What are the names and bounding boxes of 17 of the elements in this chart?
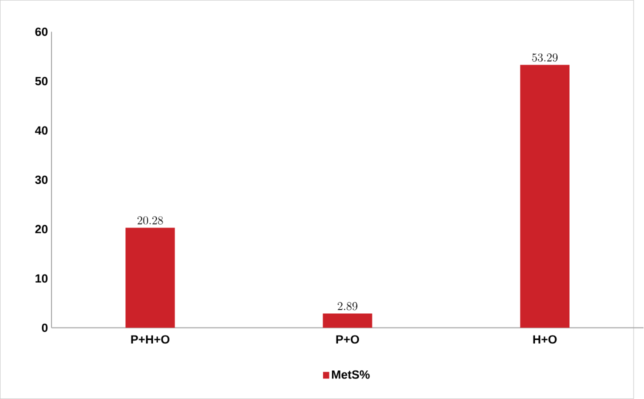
x-tick-label: P+O: [336, 335, 360, 344]
bar: [322, 314, 372, 328]
data-label: 2.89: [338, 302, 358, 310]
x-tick-label: H+O: [533, 335, 557, 344]
y-tick-label: 50: [35, 76, 48, 86]
y-tick-label: 30: [35, 176, 48, 184]
y-tick-label: 40: [35, 126, 48, 135]
y-tick-label: 20: [35, 224, 48, 234]
legend-label: MetS%: [332, 370, 370, 379]
y-tick-label: 10: [36, 274, 48, 283]
data-label: 20.28: [138, 216, 163, 224]
y-tick-label: 60: [35, 28, 48, 36]
bar: [126, 228, 175, 328]
data-label: 53.29: [532, 54, 558, 62]
y-tick-label: 0: [42, 324, 48, 332]
x-tick-label: P+H+O: [131, 335, 170, 344]
bar: [520, 64, 570, 328]
